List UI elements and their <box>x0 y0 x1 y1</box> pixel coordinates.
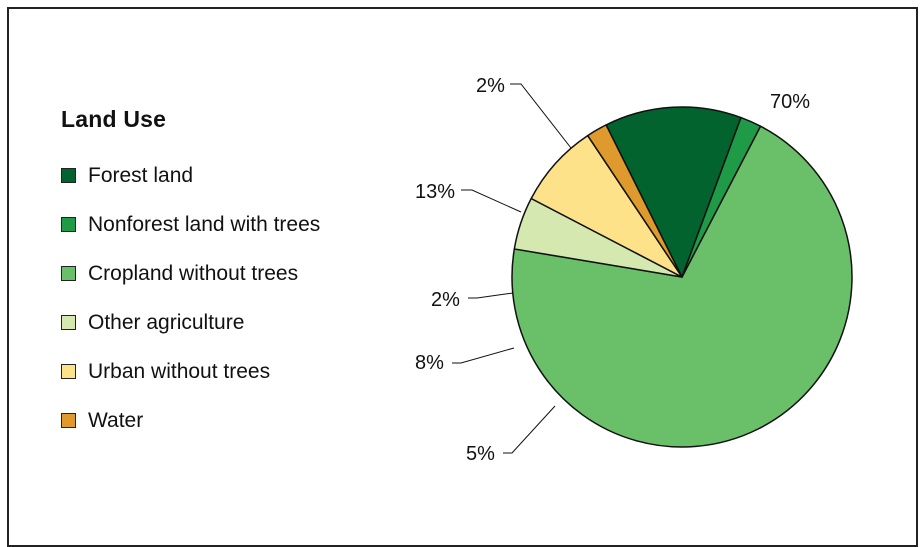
legend-item-forest-land: Forest land <box>61 151 320 200</box>
pie-slice-nonforest-land-with-trees <box>681 116 762 278</box>
legend-title: Land Use <box>61 106 167 132</box>
legend-label: Urban without trees <box>88 359 271 383</box>
legend-item-water: Water <box>61 396 320 445</box>
legend-swatch <box>61 364 76 379</box>
legend-item-nonforest-land-with-trees: Nonforest land with trees <box>61 200 320 249</box>
data-label: 2% <box>431 289 460 311</box>
legend-label: Nonforest land with trees <box>88 212 321 236</box>
data-label: 13% <box>415 181 455 203</box>
legend-item-cropland-without-trees: Cropland without trees <box>61 249 320 298</box>
legend-item-other-agriculture: Other agriculture <box>61 298 320 347</box>
leader-line <box>510 83 572 149</box>
legend: Land Use Forest land Nonforest land with… <box>61 106 320 445</box>
legend-item-urban-without-trees: Urban without trees <box>61 347 320 396</box>
legend-label: Other agriculture <box>88 310 245 334</box>
legend-label: Cropland without trees <box>88 261 299 285</box>
leader-line <box>461 189 522 213</box>
legend-swatch <box>61 266 76 281</box>
pie-slice-cropland-without-trees <box>511 125 853 448</box>
data-label: 2% <box>476 75 505 97</box>
leader-line <box>468 292 514 299</box>
legend-swatch <box>61 168 76 183</box>
legend-label: Water <box>88 408 144 432</box>
leader-line <box>452 347 515 364</box>
data-label: 8% <box>415 352 444 374</box>
legend-swatch <box>61 315 76 330</box>
legend-swatch <box>61 413 76 428</box>
pie-slice-forest-land <box>605 106 742 278</box>
data-label: 70% <box>770 91 810 113</box>
legend-swatch <box>61 217 76 232</box>
legend-label: Forest land <box>88 163 194 187</box>
data-label: 5% <box>466 443 495 465</box>
leader-line <box>503 405 556 454</box>
